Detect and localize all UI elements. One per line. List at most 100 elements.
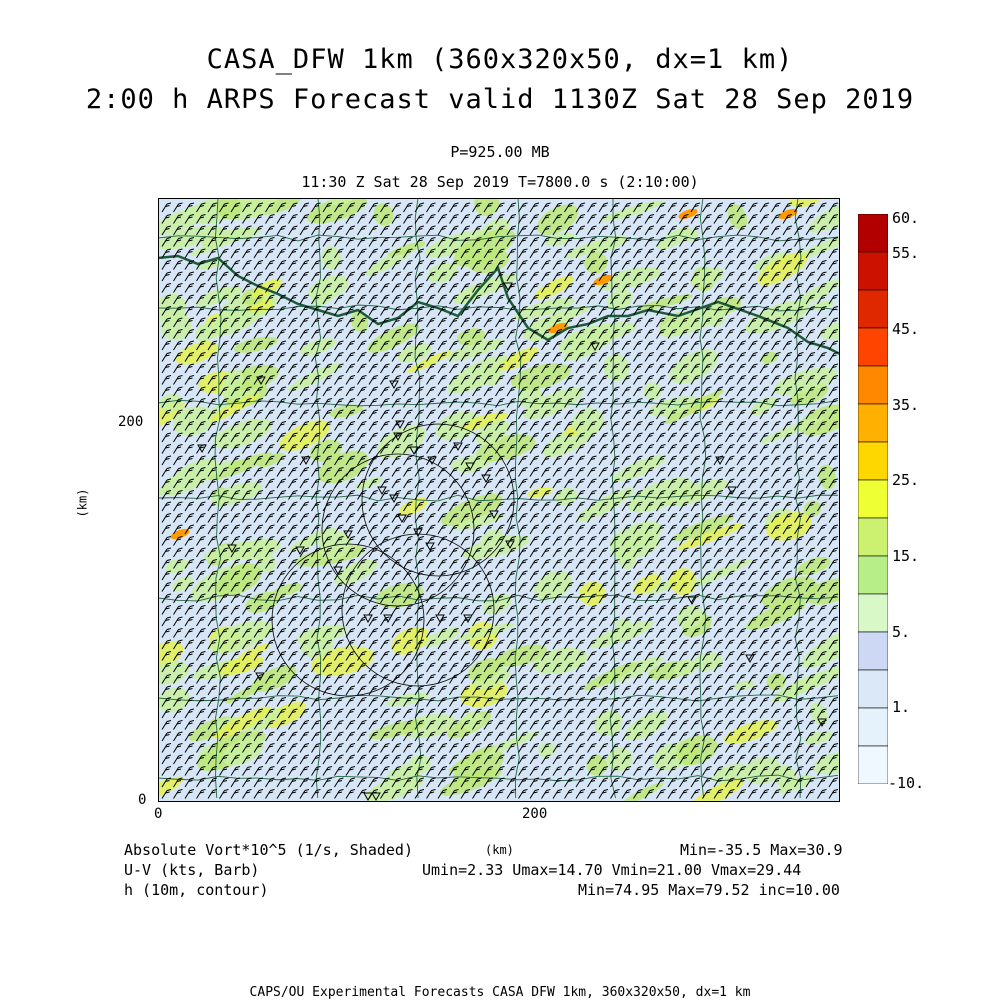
wind-barb — [242, 743, 252, 753]
wind-barb — [184, 490, 195, 500]
wind-barb — [161, 214, 172, 224]
wind-barb — [541, 225, 551, 236]
wind-barb — [219, 536, 229, 546]
wind-barb — [311, 340, 321, 351]
wind-barb — [196, 237, 206, 247]
wind-barb — [552, 352, 563, 362]
wind-barb — [403, 398, 413, 408]
wind-barb — [759, 340, 770, 351]
wind-barb — [667, 697, 678, 707]
wind-barb — [817, 214, 827, 224]
wind-barb — [736, 386, 747, 397]
wind-barb — [725, 363, 735, 374]
wind-barb — [575, 271, 586, 282]
wind-barb — [276, 260, 287, 270]
wind-barb — [702, 375, 712, 385]
wind-barb — [656, 455, 666, 466]
wind-barb — [679, 271, 689, 282]
wind-barb — [288, 490, 298, 500]
wind-barb — [817, 513, 827, 523]
y-tick-200: 200 — [118, 414, 144, 430]
wind-barb — [644, 398, 655, 408]
colorbar-label-45: 45. — [892, 320, 920, 338]
wind-barb — [184, 386, 195, 397]
wind-barb — [345, 386, 356, 397]
wind-barb — [472, 616, 482, 627]
wind-barb — [679, 777, 689, 788]
wind-barb — [771, 214, 781, 224]
wind-barb — [368, 766, 379, 776]
wind-barb — [541, 593, 551, 604]
wind-barb — [472, 685, 482, 696]
wind-barb — [184, 743, 195, 753]
wind-barb — [667, 651, 678, 661]
wind-barb — [702, 283, 712, 293]
wind-barb — [334, 651, 344, 661]
wind-barb — [713, 478, 724, 489]
wind-barb — [828, 432, 839, 443]
wind-barb — [357, 524, 367, 535]
wind-barb — [598, 260, 609, 270]
wind-barb — [817, 432, 827, 443]
wind-barb — [805, 536, 816, 546]
wind-barb — [311, 547, 321, 558]
wind-barb — [483, 363, 494, 374]
wind-barb — [828, 283, 839, 293]
wind-barb — [426, 214, 436, 224]
wind-barb — [575, 651, 586, 661]
wind-barb — [817, 329, 827, 339]
wind-barb — [207, 651, 218, 661]
wind-barb — [368, 547, 379, 558]
wind-barb — [748, 352, 758, 362]
wind-barb — [610, 214, 620, 224]
wind-barb — [426, 697, 436, 707]
vorticity-patch — [693, 652, 723, 671]
wind-barb — [679, 375, 689, 385]
wind-barb — [368, 708, 379, 719]
wind-barb — [253, 432, 264, 443]
wind-barb — [782, 628, 793, 638]
wind-barb — [207, 685, 218, 696]
wind-barb — [690, 662, 701, 673]
wind-barb — [828, 685, 839, 696]
wind-barb — [391, 616, 402, 627]
wind-barb — [173, 651, 183, 661]
wind-barb — [679, 363, 689, 374]
wind-barb — [805, 421, 816, 431]
colorbar-swatch — [858, 517, 888, 557]
wind-barb — [805, 317, 816, 328]
wind-barb — [736, 513, 747, 523]
wind-barb — [403, 352, 413, 362]
wind-barb — [460, 421, 471, 431]
wind-barb — [173, 490, 183, 500]
vorticity-patch — [165, 558, 189, 574]
wind-barb — [805, 743, 816, 753]
wind-barb — [403, 432, 413, 443]
wind-barb — [598, 467, 609, 477]
wind-barb — [541, 478, 551, 489]
wind-barb — [644, 467, 655, 477]
wind-barb — [449, 237, 459, 247]
wind-barb — [219, 294, 229, 305]
wind-barb — [219, 386, 229, 397]
wind-barb — [265, 559, 275, 569]
wind-barb — [759, 214, 770, 224]
wind-barb — [690, 582, 701, 592]
wind-barb — [472, 271, 482, 282]
wind-barb — [196, 340, 206, 351]
wind-barb — [656, 662, 666, 673]
wind-barb — [196, 421, 206, 431]
wind-barb — [633, 685, 643, 696]
wind-barb — [575, 478, 586, 489]
wind-barb — [437, 225, 448, 236]
wind-barb — [265, 271, 275, 282]
wind-barb — [472, 294, 482, 305]
wind-barb — [253, 409, 264, 420]
wind-barb — [702, 513, 712, 523]
wind-barb — [759, 409, 770, 420]
wind-barb — [748, 547, 758, 558]
wind-barb — [483, 317, 494, 328]
wind-barb — [391, 674, 402, 684]
wind-barb — [552, 662, 563, 673]
wind-barb — [506, 363, 517, 374]
